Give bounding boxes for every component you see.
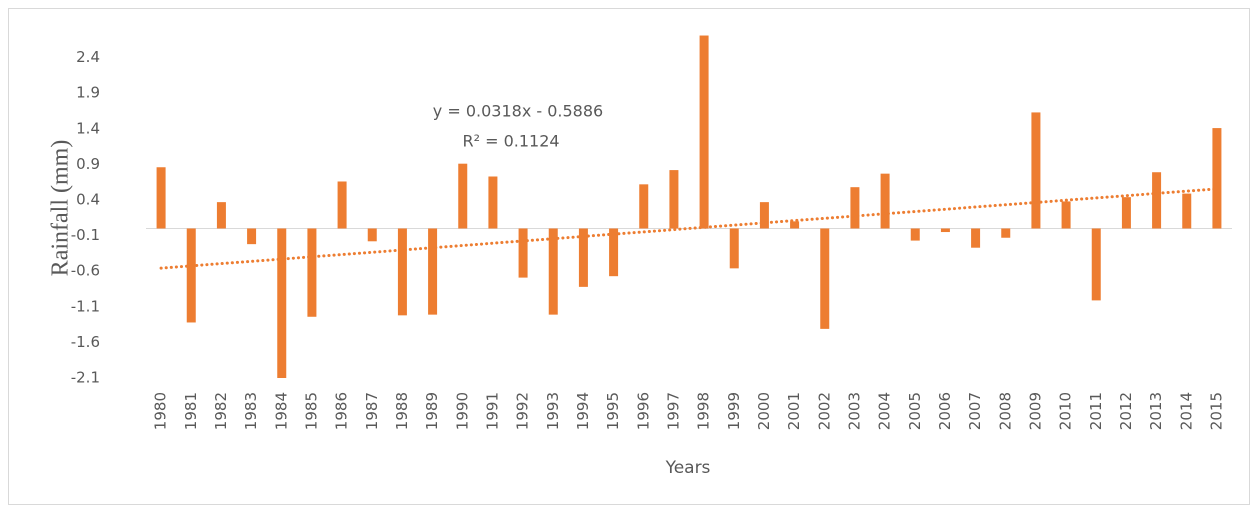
bar bbox=[609, 228, 619, 277]
x-tick-label: 2002 bbox=[815, 392, 833, 430]
y-tick-label: -0.1 bbox=[71, 226, 100, 244]
x-tick-label: 2003 bbox=[845, 392, 863, 430]
y-tick-label: -1.6 bbox=[71, 333, 100, 351]
x-tick-label: 2015 bbox=[1207, 392, 1225, 430]
y-tick-label: 0.9 bbox=[76, 155, 100, 173]
x-tick-label: 2008 bbox=[996, 392, 1014, 430]
bar bbox=[639, 184, 649, 229]
y-tick-label: 0.4 bbox=[76, 191, 100, 209]
x-tick-label: 1987 bbox=[363, 392, 381, 430]
y-tick-label: 1.4 bbox=[76, 119, 100, 137]
x-tick-label: 1992 bbox=[514, 392, 532, 430]
x-tick-label: 1993 bbox=[544, 392, 562, 430]
y-tick-label: 1.9 bbox=[76, 84, 100, 102]
x-tick-label: 2005 bbox=[906, 392, 924, 430]
x-tick-label: 1984 bbox=[272, 392, 290, 430]
bar bbox=[186, 228, 196, 323]
x-tick-label: 2006 bbox=[936, 392, 954, 430]
bar bbox=[428, 228, 438, 315]
bar bbox=[1182, 193, 1192, 229]
x-tick-label: 2000 bbox=[755, 392, 773, 430]
x-tick-label: 1996 bbox=[634, 392, 652, 430]
x-tick-label: 1982 bbox=[212, 392, 230, 430]
chart-frame bbox=[8, 8, 1250, 505]
bar bbox=[518, 228, 528, 278]
bar bbox=[156, 167, 166, 229]
bar bbox=[1091, 228, 1101, 301]
x-tick-label: 1997 bbox=[664, 392, 682, 430]
x-tick-label: 1991 bbox=[483, 392, 501, 430]
bar bbox=[1212, 128, 1222, 229]
bar bbox=[1001, 228, 1011, 238]
x-tick-label: 2012 bbox=[1117, 392, 1135, 430]
bar bbox=[1152, 172, 1162, 229]
x-axis-title: Years bbox=[665, 458, 711, 478]
bar bbox=[820, 228, 830, 329]
y-tick-label: -2.1 bbox=[71, 369, 100, 387]
bar bbox=[699, 35, 709, 229]
trend-r-squared: R² = 0.1124 bbox=[462, 132, 559, 151]
bar bbox=[940, 228, 950, 233]
x-tick-label: 1981 bbox=[182, 392, 200, 430]
bar bbox=[1031, 112, 1041, 229]
x-tick-label: 1995 bbox=[604, 392, 622, 430]
bar bbox=[880, 173, 890, 229]
x-tick-label: 1988 bbox=[393, 392, 411, 430]
bar bbox=[307, 228, 317, 317]
y-tick-label: -0.6 bbox=[71, 262, 100, 280]
bar bbox=[397, 228, 407, 316]
y-tick-label: 2.4 bbox=[76, 48, 100, 66]
bar bbox=[790, 221, 800, 229]
y-axis-title: Rainfall (mm) bbox=[48, 140, 74, 277]
x-tick-label: 2013 bbox=[1147, 392, 1165, 430]
x-tick-label: 1999 bbox=[725, 392, 743, 430]
x-tick-label: 2014 bbox=[1177, 392, 1195, 430]
x-tick-label: 2011 bbox=[1087, 392, 1105, 430]
bar bbox=[669, 170, 679, 229]
bar bbox=[367, 228, 377, 242]
x-tick-label: 1980 bbox=[152, 392, 170, 430]
bar bbox=[1121, 197, 1131, 229]
bar bbox=[337, 181, 347, 229]
x-tick-label: 2010 bbox=[1057, 392, 1075, 430]
bar bbox=[850, 187, 860, 229]
x-tick-label: 1998 bbox=[695, 392, 713, 430]
bar bbox=[458, 163, 468, 229]
bar bbox=[548, 228, 558, 315]
x-tick-label: 2001 bbox=[785, 392, 803, 430]
x-tick-label: 2004 bbox=[876, 392, 894, 430]
bar bbox=[1061, 201, 1071, 229]
trend-equation: y = 0.0318x - 0.5886 bbox=[433, 102, 603, 121]
bar bbox=[971, 228, 981, 248]
trendline bbox=[159, 187, 1219, 270]
bar bbox=[247, 228, 257, 245]
bar bbox=[759, 202, 769, 229]
x-tick-label: 1985 bbox=[302, 392, 320, 430]
bar bbox=[578, 228, 588, 287]
x-tick-label: 1986 bbox=[333, 392, 351, 430]
x-tick-label: 1990 bbox=[453, 392, 471, 430]
x-tick-label: 2007 bbox=[966, 392, 984, 430]
bar bbox=[910, 228, 920, 241]
bar bbox=[488, 176, 498, 229]
bar bbox=[216, 202, 226, 229]
bar bbox=[277, 228, 287, 378]
y-tick-label: -1.1 bbox=[71, 297, 100, 315]
x-tick-label: 1994 bbox=[574, 392, 592, 430]
bar bbox=[729, 228, 739, 269]
x-tick-label: 1983 bbox=[242, 392, 260, 430]
x-tick-label: 2009 bbox=[1026, 392, 1044, 430]
x-tick-label: 1989 bbox=[423, 392, 441, 430]
